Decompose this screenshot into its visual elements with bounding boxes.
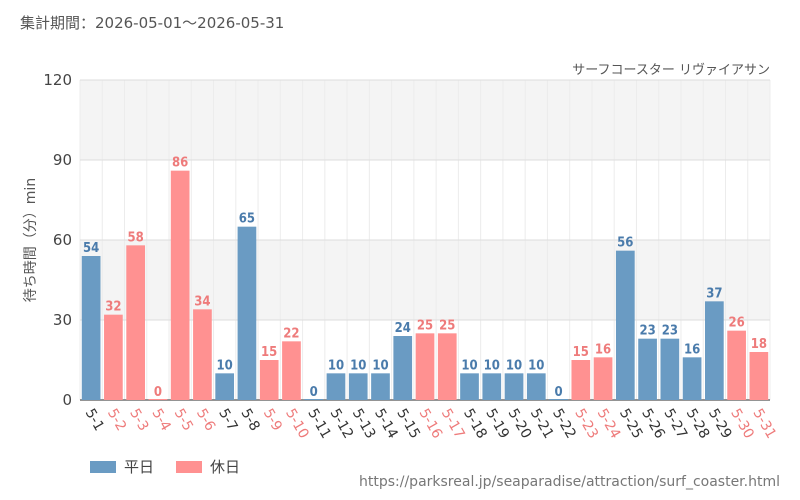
bar-5-22: [549, 399, 568, 400]
value-label: 22: [283, 326, 299, 341]
value-label: 18: [751, 337, 767, 352]
bar-5-7: [215, 373, 235, 400]
bar-5-5: [170, 170, 190, 400]
y-tick-label: 120: [43, 71, 72, 89]
bar-5-2: [104, 314, 123, 400]
y-tick-label: 30: [53, 311, 72, 329]
value-label: 10: [350, 358, 366, 373]
bar-5-19: [482, 373, 502, 400]
value-label: 32: [105, 300, 121, 315]
bar-5-8: [237, 226, 257, 400]
legend: 平日 休日: [90, 456, 240, 477]
bar-5-26: [638, 338, 657, 400]
value-label: 16: [684, 342, 700, 357]
y-tick-label: 90: [53, 151, 72, 169]
value-label: 15: [573, 345, 589, 360]
value-label: 24: [395, 321, 411, 336]
value-label: 10: [372, 358, 388, 373]
bar-5-15: [393, 336, 413, 400]
bar-5-14: [371, 373, 390, 400]
value-label: 23: [662, 324, 678, 339]
bar-5-11: [304, 399, 324, 400]
value-label: 10: [217, 358, 233, 373]
bar-5-1: [81, 256, 101, 400]
value-label: 23: [639, 324, 655, 339]
value-label: 10: [506, 358, 522, 373]
x-tick-label: 5-2: [104, 406, 129, 434]
bar-5-21: [526, 373, 546, 400]
source-url[interactable]: https://parksreal.jp/seaparadise/attract…: [359, 474, 780, 490]
bar-5-3: [126, 245, 145, 400]
legend-swatch-weekday: [90, 460, 116, 473]
bar-5-4: [148, 399, 168, 400]
bar-5-12: [326, 373, 346, 400]
value-label: 25: [417, 318, 433, 333]
x-tick-label: 5-3: [126, 406, 151, 434]
bar-5-6: [193, 309, 212, 400]
bar-5-24: [593, 357, 613, 400]
x-tick-label: 5-7: [215, 406, 240, 434]
value-label: 0: [310, 385, 318, 400]
legend-label-weekday: 平日: [124, 458, 155, 476]
value-label: 56: [617, 236, 633, 251]
legend-item-holiday[interactable]: 休日: [176, 456, 240, 477]
bar-5-23: [571, 360, 591, 400]
bar-5-16: [415, 333, 435, 400]
x-tick-label: 5-5: [171, 406, 196, 434]
legend-label-holiday: 休日: [210, 458, 241, 476]
x-tick-label: 5-31: [749, 406, 779, 442]
bar-5-13: [348, 373, 368, 400]
value-label: 16: [595, 342, 611, 357]
bar-5-27: [660, 338, 680, 400]
value-label: 58: [128, 230, 144, 245]
bar-5-31: [749, 352, 769, 400]
value-label: 0: [154, 385, 162, 400]
plot-band: [80, 80, 770, 160]
x-tick-label: 5-6: [193, 406, 218, 434]
bar-5-20: [504, 373, 524, 400]
bar-5-9: [259, 360, 279, 400]
y-axis-label: 待ち時間（分）min: [23, 178, 39, 302]
value-label: 65: [239, 212, 255, 227]
y-tick-label: 0: [62, 391, 72, 409]
bar-5-10: [282, 341, 301, 400]
value-label: 37: [706, 286, 722, 301]
period-label: 集計期間：2026-05-01～2026-05-31: [20, 14, 285, 32]
value-label: 25: [439, 318, 455, 333]
x-tick-label: 5-8: [237, 406, 262, 434]
x-tick-label: 5-1: [82, 406, 107, 434]
value-label: 26: [728, 316, 744, 331]
plot-band: [80, 240, 770, 320]
value-label: 10: [484, 358, 500, 373]
bar-5-30: [727, 330, 746, 400]
value-label: 54: [83, 241, 99, 256]
x-tick-label: 5-9: [260, 406, 285, 434]
bar-5-29: [705, 301, 724, 400]
legend-swatch-holiday: [176, 460, 203, 473]
value-label: 34: [194, 294, 210, 309]
value-label: 10: [461, 358, 477, 373]
bar-5-28: [682, 357, 702, 400]
chart-title: サーフコースター リヴァイアサン: [572, 62, 770, 78]
y-tick-label: 60: [53, 231, 72, 249]
bar-5-25: [615, 250, 635, 400]
x-tick-label: 5-4: [148, 406, 173, 434]
value-label: 86: [172, 156, 188, 171]
value-label: 10: [528, 358, 544, 373]
value-label: 15: [261, 345, 277, 360]
bar-5-18: [460, 373, 479, 400]
bar-5-17: [437, 333, 457, 400]
legend-item-weekday[interactable]: 平日: [90, 456, 154, 477]
value-label: 10: [328, 358, 344, 373]
value-label: 0: [554, 385, 562, 400]
